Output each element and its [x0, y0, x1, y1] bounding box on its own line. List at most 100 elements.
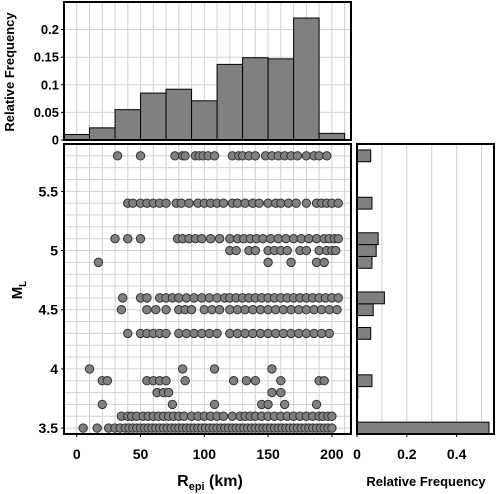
scatter-point	[197, 233, 207, 244]
scatter-point	[232, 328, 243, 339]
scatter-point	[267, 387, 277, 398]
right-histogram-bar	[356, 255, 373, 269]
scatter-point	[267, 364, 277, 374]
scatter-point	[241, 376, 252, 386]
scatter-point	[314, 245, 324, 256]
scatter-point	[273, 233, 283, 244]
scatter-point	[240, 198, 250, 208]
top-histogram-ytick-label: 0.05	[34, 105, 59, 120]
scatter-point	[199, 305, 210, 315]
scatter-point	[232, 305, 243, 315]
top-histogram-bar	[293, 17, 320, 141]
scatter-point	[142, 293, 152, 303]
scatter-point	[209, 151, 220, 161]
right-histogram-xlabel: Relative Frequency	[366, 474, 486, 489]
scatter-point	[333, 198, 343, 208]
top-histogram-bar	[165, 88, 193, 141]
top-histogram-bar	[89, 127, 116, 141]
scatter-point	[117, 293, 128, 303]
scatter-point	[322, 151, 332, 161]
top-histogram-ytick-label: 0.1	[41, 77, 59, 92]
scatter-background	[64, 144, 351, 434]
scatter-point	[301, 198, 312, 208]
scatter-point	[128, 198, 138, 208]
scatter-point	[250, 245, 261, 256]
right-histogram-bar	[356, 421, 490, 435]
top-histogram-ytick-label: 0	[52, 133, 59, 148]
scatter-point	[232, 198, 243, 208]
scatter-point	[92, 423, 102, 433]
scatter-point	[311, 257, 322, 268]
top-histogram-ylabel: Relative Frequency	[2, 12, 17, 132]
scatter-point	[161, 328, 171, 339]
top-histogram-bar	[191, 100, 218, 141]
top-histogram-ytick-label: 0.15	[34, 50, 59, 65]
scatter-point	[278, 305, 289, 315]
scatter-point	[332, 305, 342, 315]
scatter-point	[189, 293, 199, 303]
right-histogram: 0 0.2 0.4	[353, 143, 495, 462]
scatter-point	[271, 305, 281, 315]
scatter-point	[314, 151, 324, 161]
scatter-point	[123, 233, 133, 244]
scatter-point	[174, 293, 184, 303]
scatter-point	[304, 233, 314, 244]
scatter-xlabel: Repi (km)	[177, 473, 243, 493]
scatter-point	[254, 198, 264, 208]
top-histogram-frame	[63, 1, 352, 141]
scatter-point	[197, 293, 207, 303]
scatter-point	[135, 233, 146, 244]
scatter-point	[189, 328, 199, 339]
scatter-point	[263, 328, 273, 339]
scatter-point	[186, 305, 197, 315]
right-histogram-bar	[356, 374, 373, 388]
top-histogram-bar	[242, 57, 269, 141]
right-histogram-bar	[356, 291, 385, 305]
right-histogram-bar	[356, 149, 372, 163]
scatter-point	[250, 151, 261, 161]
scatter-point	[97, 399, 107, 410]
right-histogram-bar	[356, 196, 373, 210]
scatter-point	[163, 387, 174, 398]
right-histogram-xtick-label: 0	[353, 446, 361, 462]
scatter-point	[316, 305, 327, 315]
scatter-point	[319, 257, 329, 268]
scatter-point	[286, 257, 296, 268]
scatter-point	[218, 198, 229, 208]
scatter-point	[181, 293, 192, 303]
scatter-point	[248, 305, 258, 315]
scatter-point	[123, 328, 133, 339]
scatter-point	[263, 305, 273, 315]
scatter-point	[180, 376, 190, 386]
scatter-point	[276, 387, 286, 398]
scatter-point	[84, 364, 95, 374]
scatter-point	[265, 233, 276, 244]
scatter-point	[214, 233, 225, 244]
scatter-point	[288, 233, 299, 244]
scatter-point	[197, 328, 207, 339]
top-histogram: 0 0.05 0.1 0.15 0.2	[34, 1, 352, 148]
scatter-point	[324, 305, 335, 315]
right-histogram-xtick-label: 0.2	[397, 446, 417, 462]
scatter-point	[263, 198, 273, 208]
scatter-point	[278, 328, 289, 339]
right-histogram-bar	[356, 232, 379, 246]
scatter-point	[319, 376, 329, 386]
scatter-point	[231, 245, 241, 256]
scatter-point	[225, 305, 235, 315]
scatter-point	[176, 198, 187, 208]
scatter-point	[180, 151, 190, 161]
scatter-point	[228, 376, 239, 386]
scatter-ylabel-main: M	[9, 287, 26, 300]
scatter-point	[225, 233, 235, 244]
scatter-point	[311, 233, 322, 244]
scatter-point	[209, 399, 220, 410]
scatter-point	[294, 328, 304, 339]
scatter-point	[214, 305, 225, 315]
scatter-point	[209, 364, 220, 374]
scatter-point	[333, 233, 343, 244]
scatter-point	[212, 293, 222, 303]
scatter-ytick-label: 3.5	[39, 420, 59, 436]
scatter-point	[167, 399, 178, 410]
